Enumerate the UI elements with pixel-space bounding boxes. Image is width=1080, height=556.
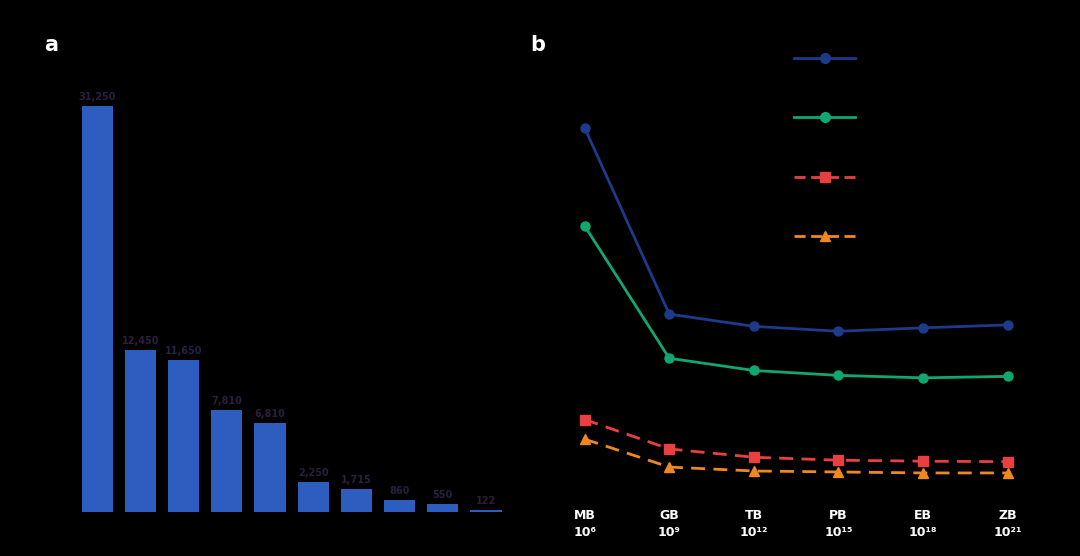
Bar bbox=[471, 510, 501, 512]
Text: PB: PB bbox=[829, 509, 848, 522]
Text: 10¹⁸: 10¹⁸ bbox=[908, 526, 937, 539]
Text: 10¹²: 10¹² bbox=[740, 526, 768, 539]
Text: ZB: ZB bbox=[998, 509, 1017, 522]
Text: a: a bbox=[44, 35, 58, 55]
Text: 2,250: 2,250 bbox=[298, 469, 328, 478]
Text: 1,715: 1,715 bbox=[341, 475, 372, 485]
Bar bbox=[255, 423, 285, 512]
Bar bbox=[168, 360, 199, 512]
Text: 6,810: 6,810 bbox=[255, 409, 285, 419]
Text: 11,650: 11,650 bbox=[165, 346, 202, 356]
Bar bbox=[298, 482, 328, 512]
Bar bbox=[82, 106, 112, 512]
Text: 860: 860 bbox=[390, 486, 409, 497]
Bar bbox=[125, 350, 156, 512]
Bar bbox=[428, 504, 458, 512]
Text: 12,450: 12,450 bbox=[122, 336, 159, 346]
Text: 122: 122 bbox=[476, 496, 496, 506]
Text: 550: 550 bbox=[433, 490, 453, 500]
Text: 10²¹: 10²¹ bbox=[994, 526, 1022, 539]
Text: 10⁹: 10⁹ bbox=[658, 526, 680, 539]
Text: 10¹⁵: 10¹⁵ bbox=[824, 526, 853, 539]
Text: MB: MB bbox=[573, 509, 595, 522]
Text: GB: GB bbox=[660, 509, 679, 522]
Text: 7,810: 7,810 bbox=[212, 396, 242, 406]
Text: TB: TB bbox=[745, 509, 762, 522]
Bar bbox=[384, 500, 415, 512]
Text: 31,250: 31,250 bbox=[79, 92, 116, 102]
Text: 10⁶: 10⁶ bbox=[573, 526, 596, 539]
Bar bbox=[212, 410, 242, 512]
Bar bbox=[341, 489, 372, 512]
Text: b: b bbox=[530, 36, 545, 56]
Text: EB: EB bbox=[914, 509, 932, 522]
